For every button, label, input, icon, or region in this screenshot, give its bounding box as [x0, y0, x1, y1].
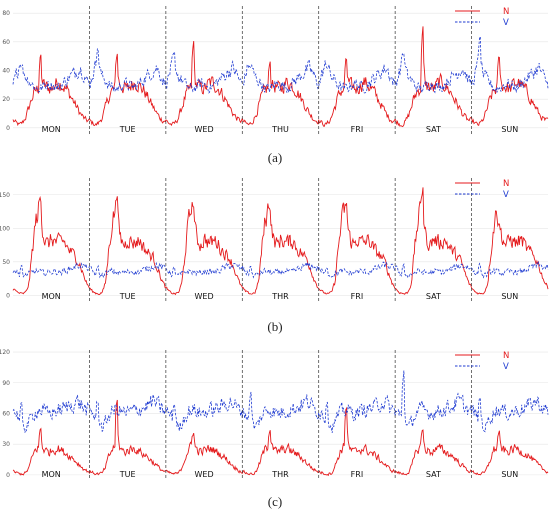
- series-line-N: [12, 399, 549, 477]
- day-label: MON: [42, 125, 61, 134]
- day-label: TUE: [119, 292, 136, 301]
- y-tick-label: 60: [2, 39, 10, 46]
- panel-3: 0 30 60 90 120 MON TUE WED THR FRI SAT SUN NV (c): [0, 349, 549, 509]
- day-label: TUE: [119, 470, 136, 479]
- day-label: MON: [42, 470, 61, 479]
- y-tick-label: 0: [6, 292, 10, 299]
- y-tick-label: 20: [2, 96, 10, 103]
- y-tick-label: 150: [0, 192, 10, 199]
- y-tick-label: 100: [0, 225, 10, 232]
- day-label: FRI: [351, 470, 364, 479]
- legend-label: N: [503, 179, 509, 189]
- y-tick-label: 50: [2, 259, 10, 266]
- day-label: SAT: [426, 292, 441, 301]
- day-label: THR: [271, 470, 289, 479]
- series-line-N: [12, 187, 549, 296]
- day-label: FRI: [351, 292, 364, 301]
- y-tick-label: 0: [6, 472, 10, 479]
- y-tick-label: 60: [2, 410, 10, 417]
- day-label: THR: [271, 292, 289, 301]
- day-label: SAT: [426, 125, 441, 134]
- day-label: SUN: [501, 292, 518, 301]
- day-label: WED: [195, 470, 214, 479]
- day-label: TUE: [119, 125, 136, 134]
- day-label: THU: [271, 125, 289, 134]
- day-label: SUN: [501, 470, 518, 479]
- legend-label: V: [503, 362, 509, 372]
- day-label: SUN: [501, 125, 518, 134]
- day-label: MON: [42, 292, 61, 301]
- legend-label: N: [503, 351, 509, 361]
- y-tick-label: 40: [2, 68, 10, 75]
- day-label: FRI: [351, 125, 364, 134]
- y-tick-label: 120: [0, 349, 10, 356]
- legend-label: V: [503, 190, 509, 200]
- panel-1: 0 20 40 60 80 MON TUE WED THU FRI SAT SUN NV (a): [2, 6, 549, 165]
- legend-label: V: [503, 18, 509, 28]
- day-label: WED: [195, 292, 214, 301]
- series-line-V: [12, 36, 549, 94]
- y-tick-label: 80: [2, 10, 10, 17]
- series-line-V: [12, 370, 549, 433]
- panel-caption: (a): [268, 150, 282, 165]
- panel-2: 0 50 100 150 MON TUE WED THR FRI SAT SUN NV (b): [0, 178, 549, 334]
- y-tick-label: 90: [2, 380, 10, 387]
- legend-label: N: [503, 7, 509, 17]
- day-label: WED: [195, 125, 214, 134]
- series-line-N: [12, 26, 549, 128]
- day-label: SAT: [426, 470, 441, 479]
- panel-caption: (c): [268, 494, 282, 509]
- y-tick-label: 30: [2, 441, 10, 448]
- series-line-V: [12, 260, 549, 279]
- panel-caption: (b): [267, 319, 282, 334]
- y-tick-label: 0: [6, 125, 10, 132]
